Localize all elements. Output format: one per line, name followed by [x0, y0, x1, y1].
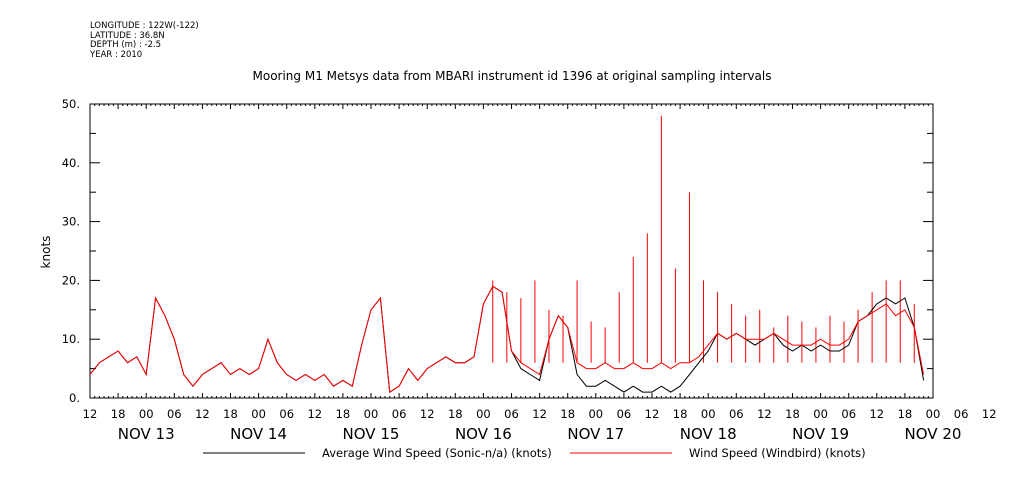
x-tick-label: 12: [869, 407, 884, 421]
x-tick-label: 00: [251, 407, 266, 421]
x-tick-label: 06: [392, 407, 407, 421]
y-tick-label: 0.: [69, 391, 80, 405]
x-tick-label: 00: [139, 407, 154, 421]
depth-label: DEPTH (m) : -2.5: [90, 40, 162, 50]
x-tick-label: 06: [504, 407, 519, 421]
y-tick-label: 30.: [62, 215, 80, 229]
x-tick-label: 12: [757, 407, 772, 421]
y-tick-label: 50.: [62, 97, 80, 111]
latitude-label: LATITUDE : 36.8N: [90, 30, 165, 41]
x-tick-label: 18: [673, 407, 688, 421]
x-tick-label: 18: [336, 407, 351, 421]
legend-label-sonic: Average Wind Speed (Sonic-n/a) (knots): [322, 446, 552, 460]
x-day-label: NOV 16: [455, 425, 512, 443]
x-day-label: NOV 13: [118, 425, 175, 443]
x-tick-label: 06: [167, 407, 182, 421]
y-axis-label: knots: [39, 236, 53, 269]
x-tick-label: 06: [841, 407, 856, 421]
x-day-label: NOV 20: [905, 425, 962, 443]
x-tick-label: 12: [645, 407, 660, 421]
x-tick-label: 00: [701, 407, 716, 421]
x-tick-label: 12: [195, 407, 210, 421]
x-tick-label: 18: [448, 407, 463, 421]
x-tick-label: 00: [364, 407, 379, 421]
x-tick-label: 00: [813, 407, 828, 421]
x-tick-label: 00: [926, 407, 941, 421]
x-tick-label: 12: [982, 407, 997, 421]
x-day-label: NOV 17: [567, 425, 624, 443]
longitude-label: LONGITUDE : 122W(-122): [90, 21, 199, 31]
x-tick-label: 00: [588, 407, 603, 421]
x-tick-label: 06: [954, 407, 969, 421]
series-line-windbird: [89, 285, 925, 393]
x-tick-label: 18: [898, 407, 913, 421]
x-tick-label: 18: [111, 407, 126, 421]
x-day-label: NOV 18: [680, 425, 737, 443]
x-tick-label: 06: [279, 407, 294, 421]
y-tick-label: 40.: [62, 156, 80, 170]
x-tick-label: 12: [420, 407, 435, 421]
y-tick-label: 20.: [62, 273, 80, 287]
x-day-label: NOV 14: [230, 425, 287, 443]
y-tick-label: 10.: [62, 332, 80, 346]
x-tick-label: 18: [785, 407, 800, 421]
legend-label-windbird: Wind Speed (Windbird) (knots): [689, 446, 866, 460]
x-day-label: NOV 19: [792, 425, 849, 443]
x-tick-label: 12: [83, 407, 98, 421]
x-tick-label: 00: [476, 407, 491, 421]
x-day-label: NOV 15: [343, 425, 400, 443]
x-tick-label: 12: [532, 407, 547, 421]
mooring-metadata: LONGITUDE : 122W(-122) LATITUDE : 36.8N …: [90, 21, 199, 60]
chart-title: Mooring M1 Metsys data from MBARI instru…: [253, 69, 772, 83]
x-tick-label: 18: [560, 407, 575, 421]
x-tick-label: 18: [223, 407, 238, 421]
x-tick-label: 06: [729, 407, 744, 421]
x-tick-label: 12: [307, 407, 322, 421]
year-label: YEAR : 2010: [90, 49, 143, 60]
x-tick-label: 06: [617, 407, 632, 421]
plot-frame: [89, 103, 934, 399]
